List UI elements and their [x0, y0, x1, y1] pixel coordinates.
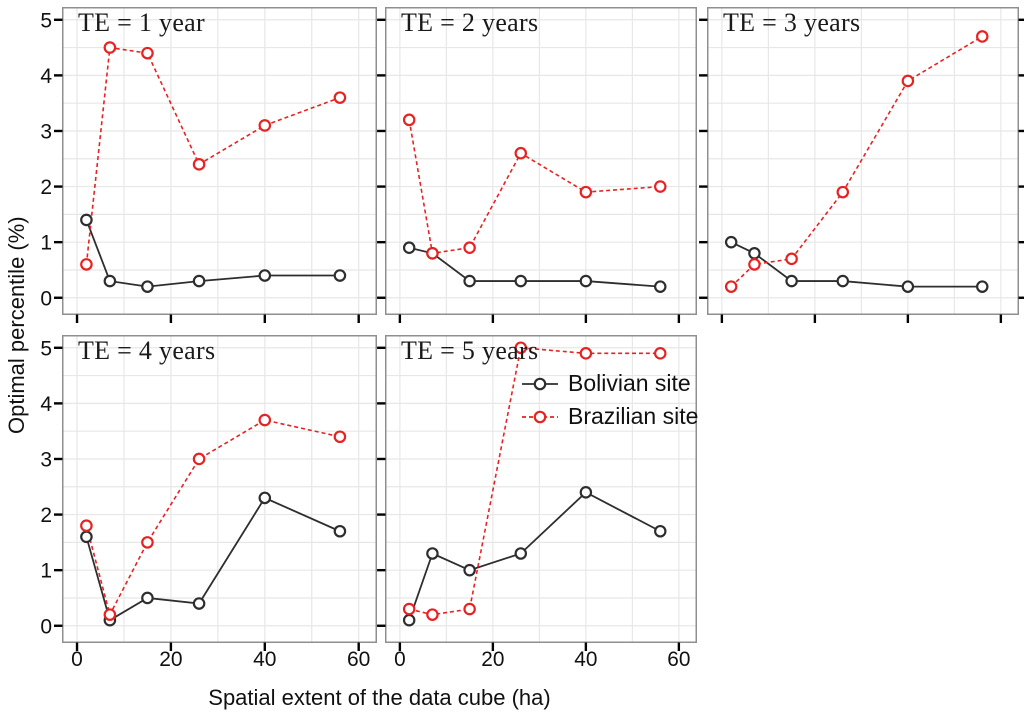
panel-te-5-years: TE = 5 years Bolivian site Brazilian sit…: [377, 335, 698, 651]
legend-label-bolivian: Bolivian site: [568, 370, 691, 396]
panel-te-4-years: TE = 4 years: [54, 335, 377, 651]
plot-te-5-years: [377, 335, 697, 651]
legend-marker-brazilian-icon: [522, 410, 558, 423]
panel-title-te-3-years: TE = 3 years: [723, 8, 861, 37]
svg-text:2: 2: [40, 176, 52, 199]
x-axis-tick-labels-right: 0 20 40 60: [394, 648, 690, 671]
panel-te-2-years: TE = 2 years: [377, 7, 697, 323]
svg-text:0: 0: [40, 615, 52, 638]
svg-text:20: 20: [481, 648, 504, 671]
plot-te-4-years: [54, 335, 377, 651]
svg-text:40: 40: [253, 648, 276, 671]
plot-te-1-year: [54, 7, 377, 323]
panel-te-1-year: TE = 1 year: [54, 7, 377, 323]
svg-text:3: 3: [40, 448, 52, 471]
plot-te-3-years: [699, 7, 1024, 323]
panel-title-te-4-years: TE = 4 years: [78, 336, 216, 365]
svg-text:60: 60: [667, 648, 690, 671]
svg-text:1: 1: [40, 560, 52, 583]
svg-text:5: 5: [40, 9, 52, 32]
legend-marker-bolivian-icon: [522, 377, 558, 390]
svg-text:40: 40: [574, 648, 597, 671]
svg-text:0: 0: [394, 648, 406, 671]
svg-text:20: 20: [159, 648, 182, 671]
legend-item-brazilian: Brazilian site: [521, 401, 698, 432]
panel-te-3-years: TE = 3 years: [699, 7, 1024, 323]
y-axis-tick-labels-bottom-row: 0 1 2 3 4 5: [40, 337, 52, 638]
svg-text:2: 2: [40, 504, 52, 527]
svg-text:5: 5: [40, 337, 52, 360]
panel-title-te-2-years: TE = 2 years: [401, 8, 539, 37]
panel-title-te-1-year: TE = 1 year: [78, 8, 205, 37]
svg-text:1: 1: [40, 232, 52, 255]
x-axis-tick-labels-left: 0 20 40 60: [71, 648, 370, 671]
svg-text:60: 60: [347, 648, 370, 671]
svg-text:3: 3: [40, 120, 52, 143]
legend-label-brazilian: Brazilian site: [568, 403, 699, 429]
x-axis-title: Spatial extent of the data cube (ha): [208, 685, 551, 710]
y-axis-tick-labels-top-row: 0 1 2 3 4 5: [40, 9, 52, 310]
svg-text:0: 0: [40, 287, 52, 310]
plot-te-2-years: [377, 7, 697, 323]
legend-item-bolivian: Bolivian site: [521, 368, 698, 399]
svg-text:0: 0: [71, 648, 83, 671]
svg-text:4: 4: [40, 393, 52, 416]
legend: Bolivian site Brazilian site: [521, 368, 698, 432]
panel-title-te-5-years: TE = 5 years: [401, 336, 539, 365]
svg-text:4: 4: [40, 65, 52, 88]
